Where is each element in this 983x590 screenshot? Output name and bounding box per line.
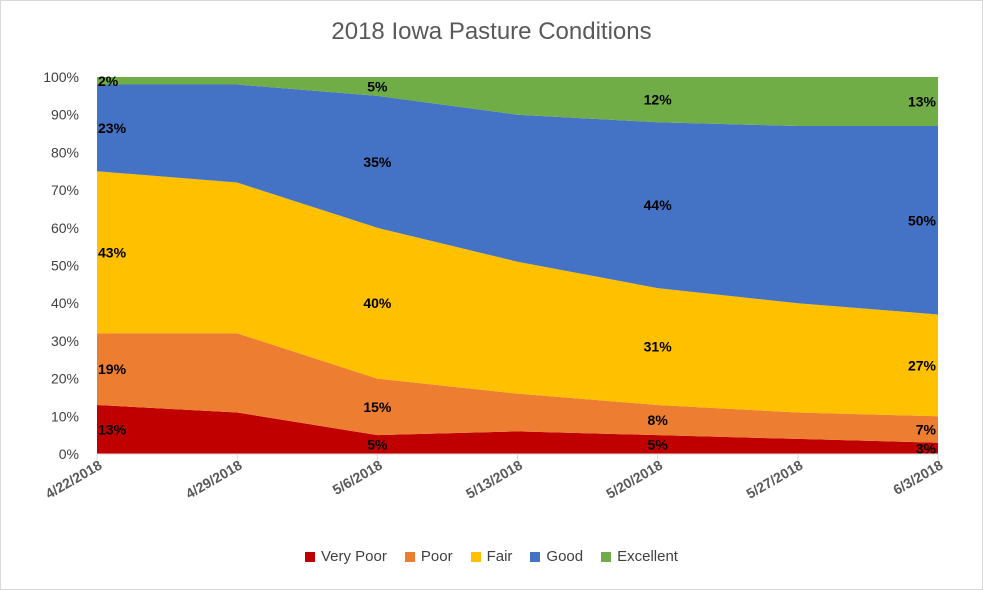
legend-swatch [601, 551, 612, 562]
x-tick-label: 4/29/2018 [183, 457, 245, 502]
data-label: 3% [916, 440, 937, 456]
x-tick-label: 5/27/2018 [743, 457, 805, 502]
y-tick-label: 30% [51, 333, 79, 349]
data-label: 5% [367, 437, 388, 453]
data-label: 23% [98, 120, 127, 136]
legend-item: Excellent [601, 548, 678, 565]
area-series-fair [97, 171, 938, 417]
legend-label: Poor [420, 548, 453, 565]
data-label: 40% [363, 295, 392, 311]
chart-legend: Very Poor Poor Fair Good Excellent [0, 548, 983, 565]
y-tick-label: 40% [51, 295, 79, 311]
data-label: 35% [363, 154, 392, 170]
data-label: 5% [367, 78, 388, 94]
data-label: 12% [644, 92, 673, 108]
x-tick-label: 5/6/2018 [330, 457, 385, 498]
data-label: 7% [916, 421, 937, 437]
data-label: 19% [98, 361, 127, 377]
data-label: 5% [648, 437, 669, 453]
y-tick-label: 20% [51, 371, 79, 387]
data-label: 44% [644, 197, 673, 213]
legend-label: Very Poor [321, 548, 387, 565]
area-series-poor [97, 333, 938, 443]
area-series-very-poor [97, 404, 938, 454]
data-label: 13% [98, 421, 127, 437]
data-label: 8% [648, 412, 669, 428]
y-tick-label: 70% [51, 182, 79, 198]
data-label: 50% [908, 212, 937, 228]
y-tick-label: 80% [51, 144, 79, 160]
y-tick-label: 100% [43, 69, 79, 85]
y-tick-label: 90% [51, 107, 79, 123]
legend-swatch [305, 551, 315, 562]
data-label: 13% [908, 94, 937, 110]
legend-swatch [530, 551, 541, 562]
x-tick-label: 5/20/2018 [603, 457, 665, 502]
legend-item: Poor [404, 548, 453, 565]
chart-title: 2018 Iowa Pasture Conditions [331, 18, 652, 45]
data-label: 43% [98, 244, 127, 260]
data-label: 15% [363, 399, 392, 415]
y-tick-label: 60% [51, 220, 79, 236]
legend-label: Good [546, 548, 584, 565]
legend-swatch [404, 551, 415, 562]
data-label: 27% [908, 357, 937, 373]
data-label: 31% [644, 339, 673, 355]
y-tick-label: 50% [51, 258, 79, 274]
x-tick-label: 5/13/2018 [463, 457, 525, 502]
x-tick-label: 4/22/2018 [43, 457, 105, 502]
legend-label: Fair [486, 548, 513, 565]
area-series-good [97, 84, 938, 315]
area-series-excellent [97, 77, 938, 127]
legend-item: Very Poor [305, 548, 387, 565]
legend-item: Good [530, 548, 583, 565]
data-label: 2% [98, 73, 119, 89]
legend-swatch [470, 551, 481, 562]
y-tick-label: 10% [51, 408, 79, 424]
y-tick-label: 0% [59, 446, 79, 462]
legend-label: Excellent [617, 548, 678, 565]
legend-item: Fair [470, 548, 513, 565]
x-tick-label: 6/3/2018 [890, 457, 945, 498]
